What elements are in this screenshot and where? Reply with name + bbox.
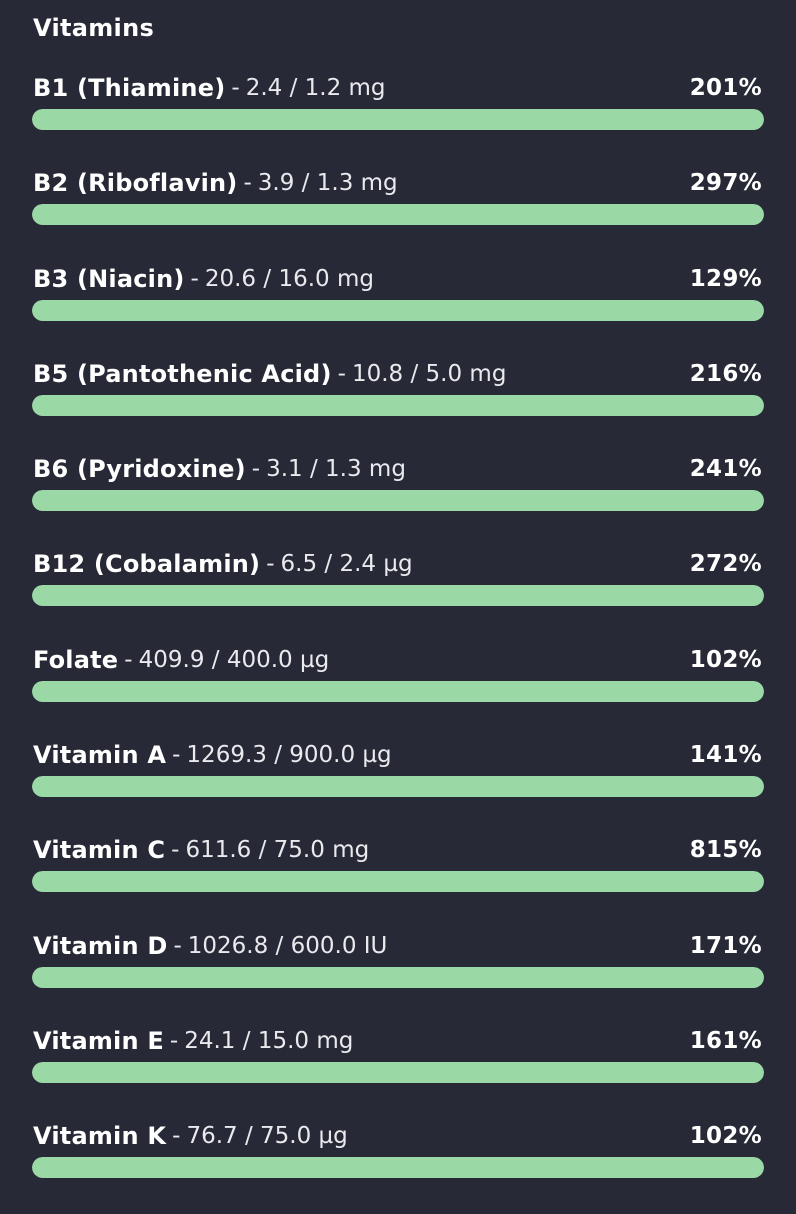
vitamin-row-folate: Folate - 409.9 / 400.0 µg 102%	[32, 642, 764, 737]
vitamin-row-b1: B1 (Thiamine) - 2.4 / 1.2 mg 201%	[32, 70, 764, 165]
vitamin-row-b3: B3 (Niacin) - 20.6 / 16.0 mg 129%	[32, 261, 764, 356]
vitamin-amount: 409.9 / 400.0 µg	[138, 646, 330, 673]
vitamin-percent: 141%	[689, 742, 762, 769]
progress-bar-fill	[32, 109, 764, 130]
vitamin-percent: 272%	[689, 551, 762, 578]
separator: -	[172, 1123, 181, 1150]
progress-bar-fill	[32, 776, 764, 798]
vitamin-name: Vitamin A	[33, 741, 167, 770]
vitamin-name: B5 (Pantothenic Acid)	[33, 359, 332, 388]
vitamin-percent: 171%	[689, 932, 762, 959]
vitamin-row-vitamin-a: Vitamin A - 1269.3 / 900.0 µg 141%	[32, 737, 764, 832]
separator: -	[251, 456, 261, 483]
progress-bar	[32, 109, 764, 130]
vitamin-name: B1 (Thiamine)	[33, 74, 226, 102]
vitamin-amount: 6.5 / 2.4 µg	[280, 551, 413, 578]
vitamin-percent: 241%	[689, 456, 762, 483]
vitamin-name: Vitamin E	[33, 1026, 164, 1055]
separator: -	[243, 170, 252, 197]
vitamin-percent: 102%	[689, 646, 762, 673]
vitamin-name: Vitamin K	[33, 1122, 167, 1151]
progress-bar-fill	[32, 1061, 764, 1083]
vitamin-row-vitamin-d: Vitamin D - 1026.8 / 600.0 IU 171%	[32, 928, 764, 1023]
section-title: Vitamins	[33, 14, 155, 42]
progress-bar	[32, 299, 764, 321]
progress-bar	[32, 204, 764, 226]
progress-bar	[32, 776, 764, 798]
vitamin-amount: 10.8 / 5.0 mg	[351, 360, 507, 387]
vitamin-amount: 2.4 / 1.2 mg	[245, 75, 386, 101]
progress-bar	[32, 1061, 764, 1083]
separator: -	[169, 1027, 179, 1054]
progress-bar	[32, 1157, 764, 1179]
vitamin-percent: 102%	[689, 1123, 762, 1150]
vitamin-name: B6 (Pyridoxine)	[33, 455, 246, 484]
progress-bar	[32, 394, 764, 416]
separator: -	[231, 75, 240, 101]
separator: -	[172, 742, 181, 769]
separator: -	[337, 360, 346, 387]
separator: -	[266, 551, 275, 578]
progress-bar	[32, 966, 764, 988]
vitamin-list: B1 (Thiamine) - 2.4 / 1.2 mg 201% B2 (Ri…	[32, 70, 764, 1214]
vitamin-amount: 611.6 / 75.0 mg	[185, 837, 370, 864]
vitamin-row-b6: B6 (Pyridoxine) - 3.1 / 1.3 mg 241%	[32, 451, 764, 546]
vitamin-amount: 24.1 / 15.0 mg	[184, 1027, 354, 1054]
progress-bar	[32, 490, 764, 512]
vitamin-percent: 815%	[689, 837, 762, 864]
vitamin-amount: 3.9 / 1.3 mg	[257, 170, 398, 197]
vitamin-row-b12: B12 (Cobalamin) - 6.5 / 2.4 µg 272%	[32, 546, 764, 641]
vitamin-percent: 216%	[689, 360, 762, 387]
vitamin-name: Vitamin C	[33, 836, 166, 865]
vitamin-row-vitamin-k: Vitamin K - 76.7 / 75.0 µg 102%	[32, 1118, 764, 1213]
vitamin-percent: 129%	[689, 265, 762, 292]
progress-bar-fill	[32, 299, 764, 321]
progress-bar	[32, 680, 764, 702]
vitamin-amount: 76.7 / 75.0 µg	[186, 1123, 348, 1150]
progress-bar-fill	[32, 394, 764, 416]
separator: -	[173, 932, 182, 959]
progress-bar-fill	[32, 490, 764, 512]
progress-bar-fill	[32, 871, 764, 893]
vitamin-amount: 1269.3 / 900.0 µg	[186, 742, 392, 769]
vitamin-row-vitamin-e: Vitamin E - 24.1 / 15.0 mg 161%	[32, 1023, 764, 1118]
progress-bar-fill	[32, 680, 764, 702]
progress-bar-fill	[32, 1157, 764, 1179]
progress-bar-fill	[32, 585, 764, 607]
separator: -	[124, 646, 133, 673]
separator: -	[171, 837, 180, 864]
vitamin-row-b2: B2 (Riboflavin) - 3.9 / 1.3 mg 297%	[32, 165, 764, 260]
progress-bar	[32, 585, 764, 607]
vitamin-amount: 20.6 / 16.0 mg	[204, 265, 374, 292]
vitamin-percent: 201%	[689, 75, 762, 101]
vitamin-name: B12 (Cobalamin)	[33, 550, 261, 579]
vitamin-percent: 161%	[689, 1027, 762, 1054]
vitamin-name: Folate	[33, 645, 119, 674]
vitamin-amount: 1026.8 / 600.0 IU	[187, 932, 388, 959]
vitamin-name: B2 (Riboflavin)	[33, 169, 238, 198]
vitamin-amount: 3.1 / 1.3 mg	[266, 456, 406, 483]
vitamin-name: Vitamin D	[33, 931, 168, 960]
vitamin-name: B3 (Niacin)	[33, 264, 185, 293]
progress-bar-fill	[32, 204, 764, 226]
vitamin-row-b5: B5 (Pantothenic Acid) - 10.8 / 5.0 mg 21…	[32, 356, 764, 451]
progress-bar	[32, 871, 764, 893]
vitamin-row-vitamin-c: Vitamin C - 611.6 / 75.0 mg 815%	[32, 832, 764, 927]
separator: -	[190, 265, 199, 292]
vitamin-percent: 297%	[689, 170, 762, 197]
progress-bar-fill	[32, 966, 764, 988]
